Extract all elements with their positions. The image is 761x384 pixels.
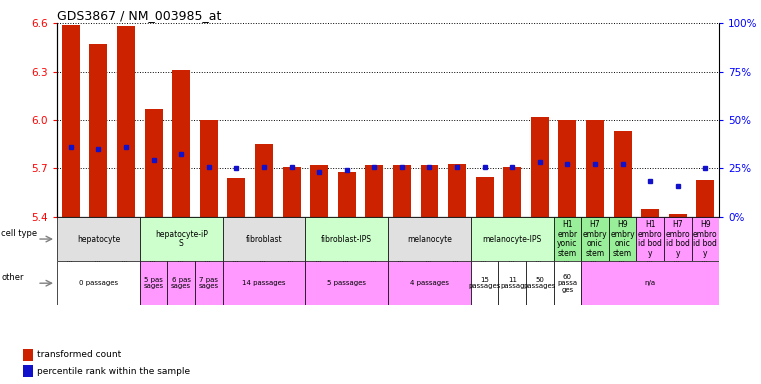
Bar: [664, 217, 692, 261]
Text: 11
passag: 11 passag: [500, 277, 524, 290]
Bar: [140, 217, 222, 261]
Text: cell type: cell type: [2, 229, 37, 238]
Bar: [553, 261, 581, 305]
Bar: [448, 164, 466, 217]
Bar: [310, 165, 328, 217]
Bar: [553, 217, 581, 261]
Bar: [23, 365, 33, 377]
Bar: [62, 25, 80, 217]
Bar: [669, 214, 686, 217]
Text: 7 pas
sages: 7 pas sages: [199, 277, 219, 290]
Text: transformed count: transformed count: [37, 351, 122, 359]
Bar: [365, 165, 384, 217]
Bar: [531, 117, 549, 217]
Bar: [421, 165, 438, 217]
Bar: [140, 261, 167, 305]
Bar: [338, 172, 355, 217]
Bar: [503, 167, 521, 217]
Text: 5 pas
sages: 5 pas sages: [144, 277, 164, 290]
Text: percentile rank within the sample: percentile rank within the sample: [37, 367, 190, 376]
Bar: [222, 261, 305, 305]
Text: H9
embro
id bod
y: H9 embro id bod y: [693, 220, 718, 258]
Bar: [526, 261, 553, 305]
Text: 60
passa
ges: 60 passa ges: [557, 274, 578, 293]
Bar: [642, 209, 659, 217]
Bar: [388, 261, 471, 305]
Bar: [476, 177, 494, 217]
Text: fibroblast: fibroblast: [246, 235, 282, 243]
Bar: [471, 261, 498, 305]
Bar: [613, 131, 632, 217]
Text: 0 passages: 0 passages: [79, 280, 118, 286]
Bar: [57, 261, 140, 305]
Bar: [282, 167, 301, 217]
Bar: [692, 217, 719, 261]
Text: 6 pas
sages: 6 pas sages: [171, 277, 191, 290]
Text: GDS3867 / NM_003985_at: GDS3867 / NM_003985_at: [57, 9, 221, 22]
Bar: [117, 26, 135, 217]
Bar: [498, 261, 526, 305]
Text: hepatocyte-iP
S: hepatocyte-iP S: [154, 230, 208, 248]
Text: 5 passages: 5 passages: [327, 280, 366, 286]
Bar: [581, 217, 609, 261]
Bar: [57, 217, 140, 261]
Bar: [586, 120, 604, 217]
Text: H9
embry
onic
stem: H9 embry onic stem: [610, 220, 635, 258]
Bar: [195, 261, 222, 305]
Text: melanocyte: melanocyte: [407, 235, 452, 243]
Bar: [90, 44, 107, 217]
Bar: [222, 217, 305, 261]
Bar: [581, 261, 719, 305]
Text: 14 passages: 14 passages: [242, 280, 285, 286]
Text: H7
embro
id bod
y: H7 embro id bod y: [665, 220, 690, 258]
Text: 4 passages: 4 passages: [410, 280, 449, 286]
Text: fibroblast-IPS: fibroblast-IPS: [321, 235, 372, 243]
Bar: [255, 144, 273, 217]
Text: n/a: n/a: [645, 280, 656, 286]
Bar: [393, 165, 411, 217]
Text: H7
embry
onic
stem: H7 embry onic stem: [583, 220, 607, 258]
Bar: [172, 70, 190, 217]
Text: melanocyte-IPS: melanocyte-IPS: [482, 235, 542, 243]
Bar: [471, 217, 553, 261]
Bar: [559, 120, 576, 217]
Text: 50
passages: 50 passages: [524, 277, 556, 290]
Text: H1
embr
yonic
stem: H1 embr yonic stem: [557, 220, 578, 258]
Bar: [305, 261, 388, 305]
Text: 15
passages: 15 passages: [469, 277, 501, 290]
Bar: [609, 217, 636, 261]
Bar: [200, 120, 218, 217]
Bar: [145, 109, 163, 217]
Bar: [23, 349, 33, 361]
Text: hepatocyte: hepatocyte: [77, 235, 120, 243]
Bar: [305, 217, 388, 261]
Bar: [636, 217, 664, 261]
Bar: [388, 217, 471, 261]
Bar: [167, 261, 195, 305]
Text: other: other: [2, 273, 24, 282]
Text: H1
embro
id bod
y: H1 embro id bod y: [638, 220, 663, 258]
Bar: [696, 180, 715, 217]
Bar: [228, 178, 245, 217]
